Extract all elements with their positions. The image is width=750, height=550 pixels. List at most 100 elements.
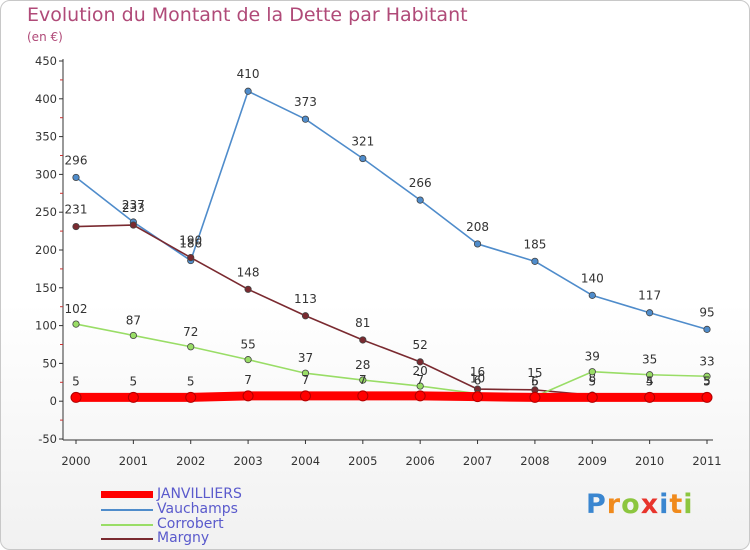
x-tick-label: 2006 bbox=[406, 454, 435, 468]
data-point bbox=[70, 391, 82, 403]
data-label: 39 bbox=[585, 350, 600, 364]
legend-label-margny: Margny bbox=[157, 530, 210, 546]
data-label: 35 bbox=[642, 353, 657, 367]
data-point bbox=[244, 356, 252, 364]
x-tick-label: 2000 bbox=[61, 454, 90, 468]
data-label: 7 bbox=[359, 373, 367, 387]
data-label: 5 bbox=[646, 374, 654, 388]
data-point bbox=[414, 390, 426, 402]
data-label: 185 bbox=[523, 237, 546, 251]
data-label: 410 bbox=[237, 67, 260, 81]
data-label: 296 bbox=[65, 153, 88, 167]
data-point bbox=[588, 291, 596, 299]
y-tick-label: 450 bbox=[35, 54, 57, 68]
data-label: 117 bbox=[638, 289, 661, 303]
data-label: 52 bbox=[413, 338, 428, 352]
data-label: 5 bbox=[703, 374, 711, 388]
data-point bbox=[187, 343, 195, 351]
x-tick-label: 2007 bbox=[463, 454, 492, 468]
series-line-corrobert bbox=[75, 323, 708, 398]
data-point bbox=[72, 320, 80, 328]
data-point bbox=[644, 391, 656, 403]
legend-item-vauchamps: Vauchamps bbox=[101, 501, 301, 517]
data-point bbox=[703, 325, 711, 333]
x-tick-label: 2011 bbox=[692, 454, 721, 468]
legend-label-janvilliers: JANVILLIERS bbox=[157, 486, 242, 502]
series-line-janvilliers bbox=[71, 391, 712, 402]
y-tick-label: -50 bbox=[38, 432, 57, 446]
chart-title: Evolution du Montant de la Dette par Hab… bbox=[27, 4, 468, 26]
y-tick-label: 150 bbox=[35, 281, 57, 295]
data-label: 8 bbox=[588, 371, 596, 385]
data-label: 5 bbox=[531, 374, 539, 388]
data-point bbox=[473, 240, 482, 248]
y-tick-label: 350 bbox=[35, 130, 57, 144]
data-label: 55 bbox=[240, 338, 255, 352]
data-point bbox=[129, 331, 137, 340]
data-point bbox=[72, 222, 80, 231]
legend-swatch-corrobert bbox=[101, 524, 153, 526]
data-point bbox=[703, 372, 711, 380]
data-point bbox=[472, 391, 484, 403]
proxiti-logo: Proxiti bbox=[586, 489, 694, 520]
data-point bbox=[242, 390, 254, 402]
data-label: 6 bbox=[531, 375, 539, 389]
data-point bbox=[359, 154, 367, 163]
y-tick-label: 0 bbox=[50, 394, 57, 408]
x-tick-label: 2010 bbox=[635, 454, 664, 468]
legend-swatch-margny bbox=[101, 538, 153, 540]
x-tick-label: 2004 bbox=[291, 454, 320, 468]
data-label: 321 bbox=[351, 135, 374, 149]
data-label: 10 bbox=[470, 372, 485, 386]
legend-swatch-janvilliers bbox=[101, 491, 153, 498]
data-label: 5 bbox=[187, 374, 195, 388]
data-label: 87 bbox=[126, 313, 141, 327]
data-label: 7 bbox=[302, 373, 310, 387]
logo-letter: x bbox=[640, 489, 660, 520]
data-label: 28 bbox=[355, 358, 370, 372]
data-label: 5 bbox=[72, 374, 80, 388]
data-label: 5 bbox=[130, 374, 138, 388]
data-label: 72 bbox=[183, 325, 198, 339]
data-label: 266 bbox=[409, 176, 432, 190]
data-label: 81 bbox=[355, 316, 370, 330]
data-label: 208 bbox=[466, 220, 489, 234]
data-point bbox=[416, 358, 424, 366]
logo-letter: r bbox=[606, 489, 622, 520]
legend-label-corrobert: Corrobert bbox=[157, 516, 224, 532]
data-label: 373 bbox=[294, 95, 317, 109]
data-point bbox=[301, 312, 310, 320]
y-tick-label: 200 bbox=[35, 243, 57, 257]
legend-item-corrobert: Corrobert bbox=[101, 516, 301, 532]
data-label: 15 bbox=[527, 366, 542, 380]
data-point bbox=[529, 391, 541, 403]
data-label: 16 bbox=[470, 365, 485, 379]
data-point bbox=[357, 390, 369, 402]
data-label: 186 bbox=[179, 237, 202, 251]
logo-letter: P bbox=[586, 489, 607, 520]
data-point bbox=[646, 309, 654, 317]
data-label: 231 bbox=[65, 203, 88, 217]
data-label: 237 bbox=[122, 198, 145, 212]
data-label: 5 bbox=[703, 373, 711, 387]
data-point bbox=[359, 376, 367, 384]
data-point bbox=[359, 336, 367, 344]
data-point bbox=[244, 285, 252, 293]
data-label: 95 bbox=[699, 305, 714, 319]
x-tick-label: 2003 bbox=[233, 454, 262, 468]
y-tick-label: 100 bbox=[35, 319, 57, 333]
data-point bbox=[586, 391, 598, 403]
data-label: 233 bbox=[122, 201, 145, 215]
x-tick-label: 2008 bbox=[520, 454, 549, 468]
data-point bbox=[701, 391, 713, 403]
data-point bbox=[531, 257, 539, 265]
logo-letter: i bbox=[659, 489, 670, 520]
data-label: 148 bbox=[237, 265, 260, 279]
legend-item-janvilliers: JANVILLIERS bbox=[101, 486, 301, 502]
x-tick-label: 2002 bbox=[176, 454, 205, 468]
data-label: 113 bbox=[294, 292, 317, 306]
data-label: 7 bbox=[244, 373, 252, 387]
logo-letter: t bbox=[669, 489, 684, 520]
